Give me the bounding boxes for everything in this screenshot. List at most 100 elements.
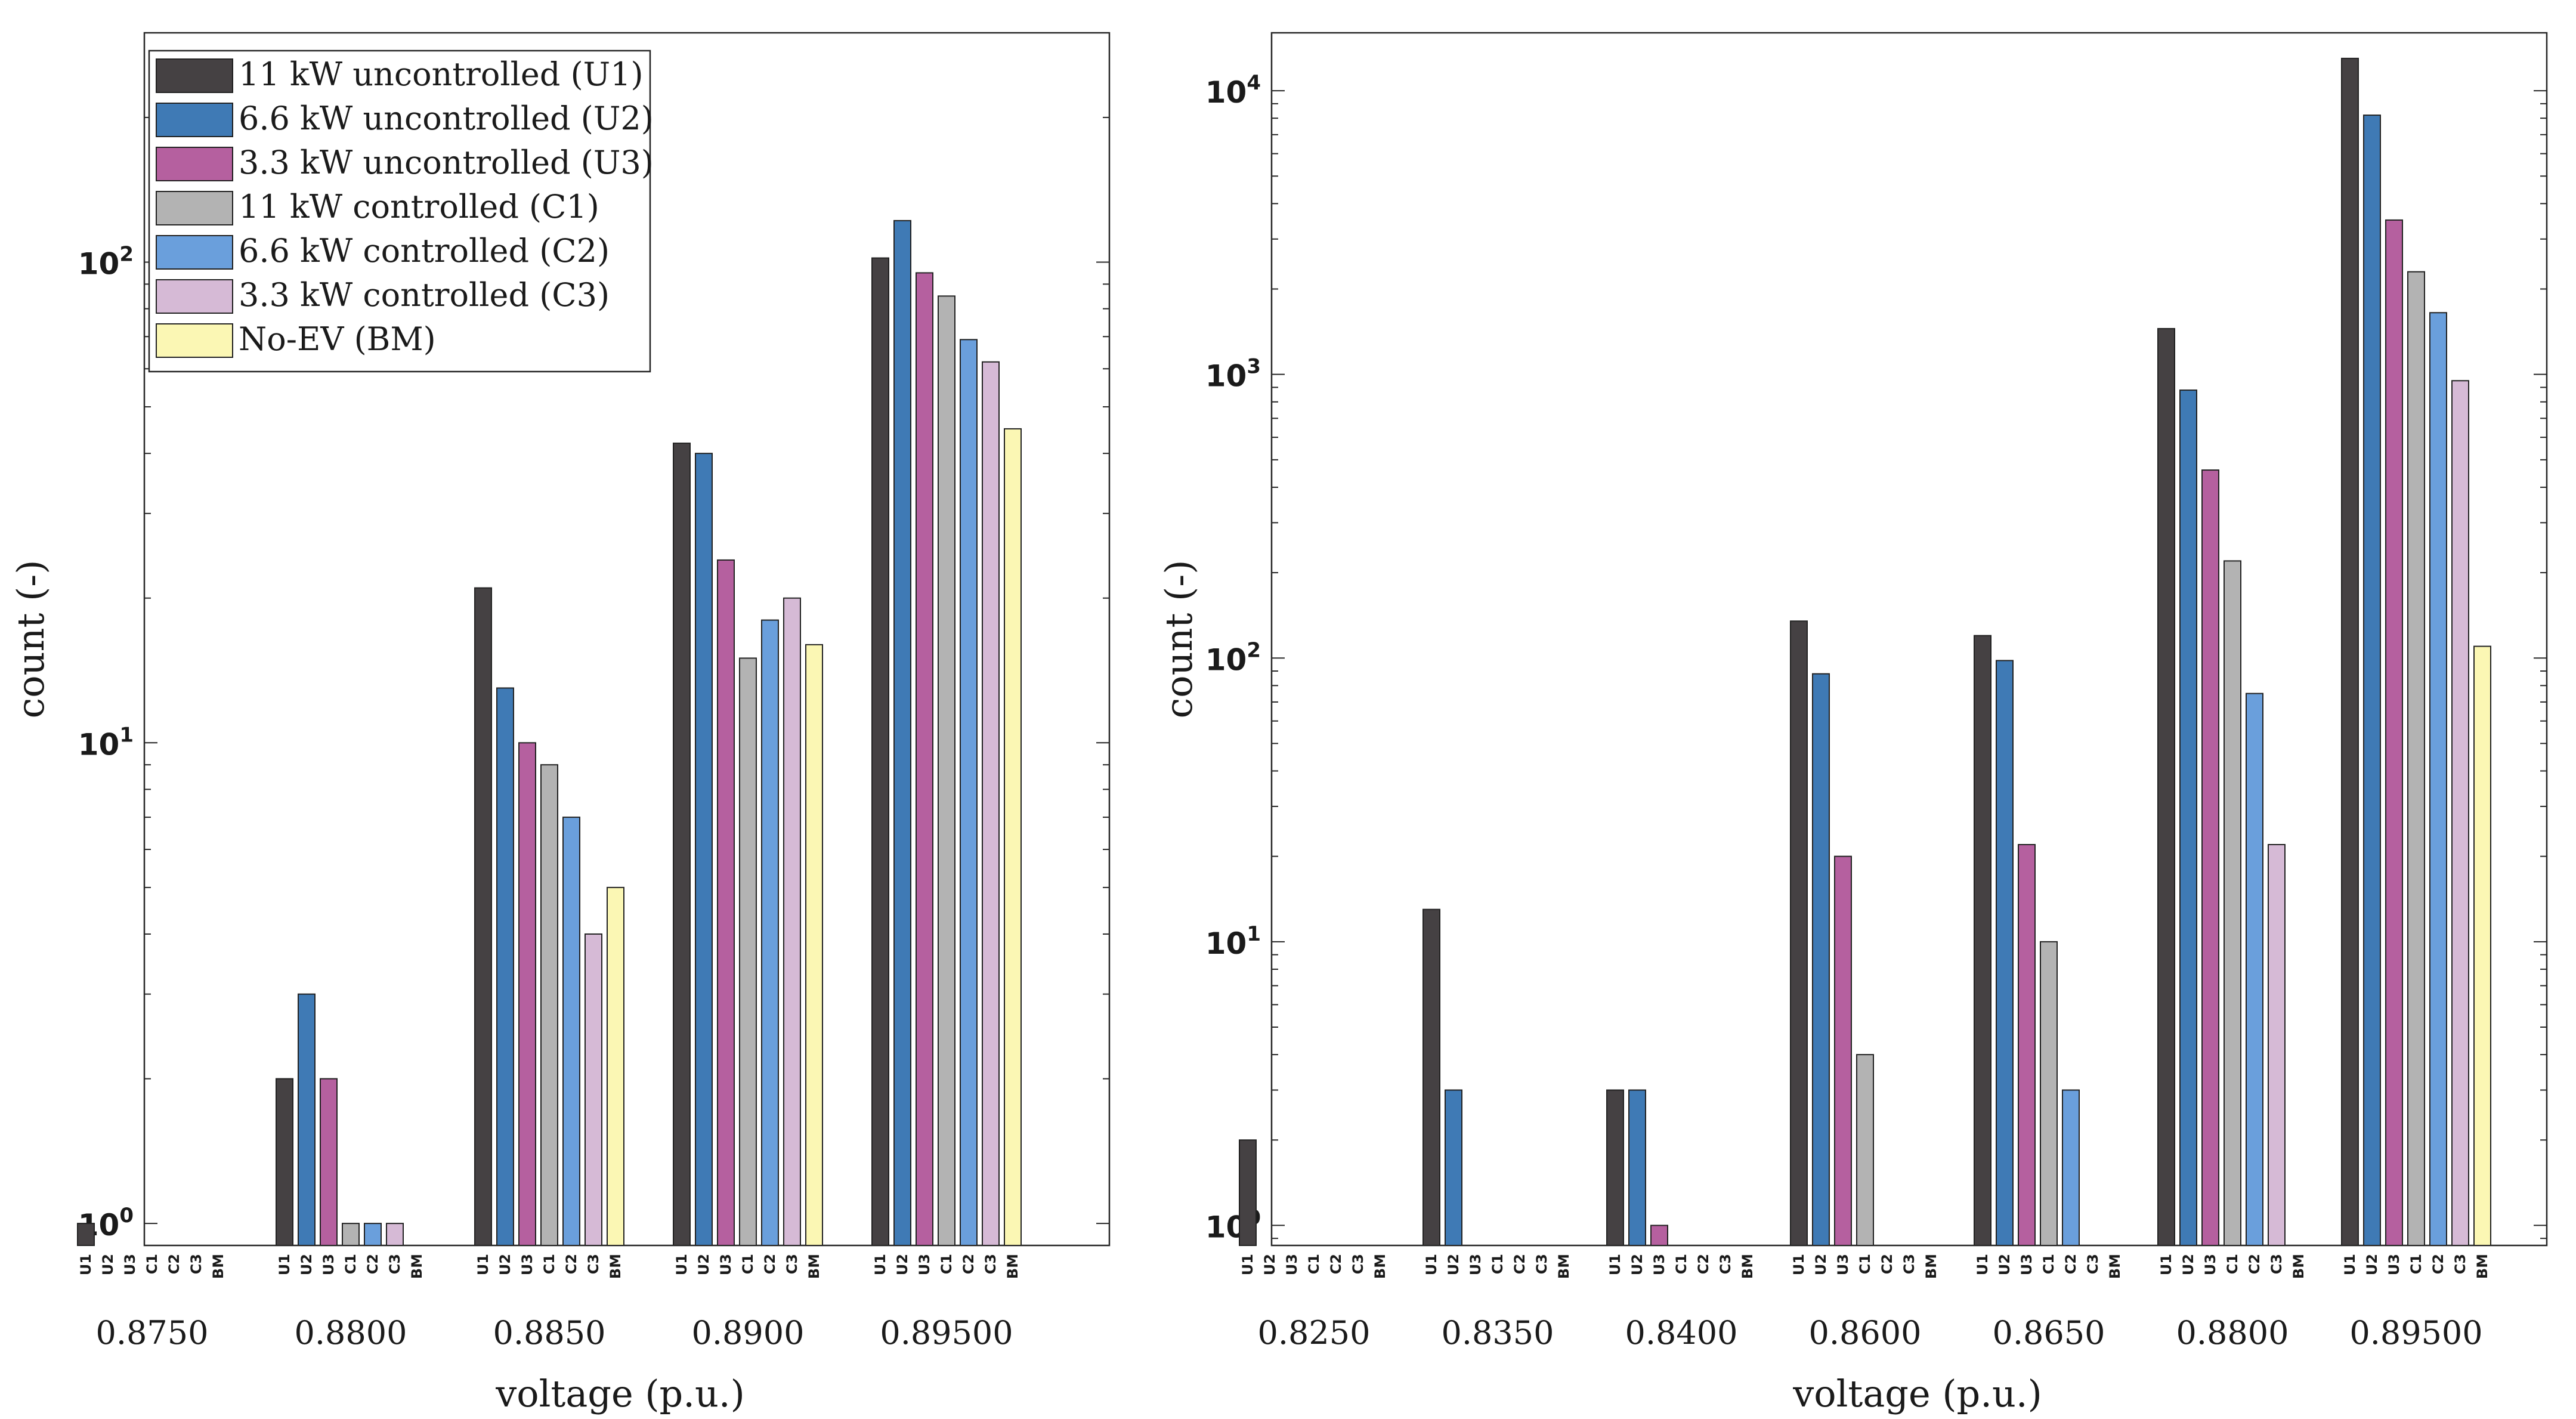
y-tick-label-base: 10 (1205, 75, 1247, 110)
legend-swatch (156, 191, 233, 225)
series-code-label: U3 (1835, 1254, 1851, 1275)
legend-swatch (156, 58, 233, 93)
y-tick-label-exponent: 1 (1247, 922, 1261, 946)
bar (1856, 1054, 1874, 1247)
legend-label: 6.6 kW controlled (C2) (239, 232, 610, 270)
bar (960, 339, 978, 1247)
series-code-label: U2 (1996, 1254, 2013, 1275)
legend-swatch (156, 235, 233, 270)
series-code-label: C3 (2452, 1254, 2469, 1274)
legend-swatch (156, 323, 233, 358)
series-code-label: U2 (100, 1254, 116, 1275)
series-code-label: U3 (2018, 1254, 2035, 1275)
plot-area-frame (143, 32, 1111, 1247)
series-code-label: C1 (1673, 1254, 1690, 1274)
bar (1239, 1139, 1257, 1247)
series-code-label: BM (1739, 1254, 1756, 1279)
bar (916, 272, 933, 1246)
y-tick-label-exponent: 2 (1247, 638, 1261, 662)
series-code-label: BM (210, 1254, 227, 1279)
series-code-label: C1 (1489, 1254, 1506, 1274)
bar (1834, 855, 1852, 1246)
series-code-label: C2 (2062, 1254, 2079, 1274)
series-code-label: U2 (497, 1254, 514, 1275)
legend-swatch (156, 279, 233, 314)
series-code-label: C2 (1511, 1254, 1528, 1274)
legend-swatch (156, 147, 233, 181)
y-tick-label-base: 10 (78, 727, 120, 762)
series-code-label: C1 (144, 1254, 160, 1274)
series-code-label: BM (1923, 1254, 1940, 1279)
series-code-label: BM (1556, 1254, 1572, 1279)
series-code-label: C1 (740, 1254, 756, 1274)
bar (1004, 428, 1022, 1246)
series-code-label: C3 (585, 1254, 602, 1274)
series-code-label: U3 (916, 1254, 933, 1275)
bar (2473, 645, 2491, 1246)
y-tick-label-exponent: 2 (119, 242, 134, 266)
bar (474, 587, 492, 1246)
bar (77, 1223, 95, 1246)
series-code-label: BM (607, 1254, 624, 1279)
bar (938, 295, 955, 1246)
series-code-label: C2 (1879, 1254, 1895, 1274)
series-code-label: C1 (2224, 1254, 2241, 1274)
series-code-label: U3 (1651, 1254, 1668, 1275)
series-code-label: U1 (1423, 1254, 1440, 1275)
series-code-label: C1 (342, 1254, 359, 1274)
bar (1996, 660, 2014, 1246)
y-tick-label: 102 (78, 242, 134, 281)
series-code-label: C2 (2246, 1254, 2263, 1274)
series-code-label: C2 (364, 1254, 381, 1274)
category-label: 0.8600 (1809, 1314, 1922, 1352)
series-code-label: C2 (563, 1254, 580, 1274)
series-code-label: U3 (2386, 1254, 2402, 1275)
bar (1445, 1089, 1462, 1247)
series-code-label: C1 (541, 1254, 558, 1274)
series-code-label: U3 (1467, 1254, 1484, 1275)
category-label: 0.8650 (1993, 1314, 2105, 1352)
series-code-label: C1 (1857, 1254, 1873, 1274)
bar (2201, 469, 2219, 1246)
category-label: 0.8250 (1258, 1314, 1371, 1352)
chart-right-panel: 100101102103104U1U2U3C1C2C3BM0.8250U1U2U… (1157, 32, 2548, 1415)
series-code-label: C2 (1328, 1254, 1344, 1274)
series-code-label: C2 (2430, 1254, 2447, 1274)
category-label: 0.8350 (1442, 1314, 1554, 1352)
bar (2062, 1089, 2080, 1247)
series-code-label: U2 (2364, 1254, 2380, 1275)
series-code-label: C3 (982, 1254, 999, 1274)
bar (673, 443, 691, 1246)
series-code-label: C2 (166, 1254, 183, 1274)
bar (717, 559, 735, 1246)
category-label: 0.89500 (2349, 1314, 2482, 1352)
series-code-label: U2 (2180, 1254, 2197, 1275)
y-tick-label: 101 (1205, 922, 1261, 961)
series-code-label: U1 (78, 1254, 94, 1275)
series-code-label: BM (1372, 1254, 1388, 1279)
bar (320, 1078, 338, 1246)
series-code-label: U2 (695, 1254, 712, 1275)
y-tick-label-base: 10 (78, 246, 120, 281)
series-code-label: BM (806, 1254, 822, 1279)
bar (1790, 620, 1808, 1246)
series-code-label: U1 (673, 1254, 690, 1275)
series-code-label: C3 (1901, 1254, 1918, 1274)
bar (2407, 271, 2425, 1246)
bar (1422, 908, 1440, 1246)
y-tick-label-base: 10 (1205, 642, 1247, 677)
series-code-label: BM (2290, 1254, 2307, 1279)
bar (607, 886, 624, 1247)
series-code-label: C3 (1350, 1254, 1366, 1274)
bar (2341, 57, 2359, 1247)
series-code-label: C2 (1695, 1254, 1712, 1274)
bar (585, 933, 602, 1246)
y-tick-label-exponent: 3 (1247, 355, 1261, 379)
series-code-label: U1 (1974, 1254, 1991, 1275)
series-code-label: C1 (2408, 1254, 2425, 1274)
series-code-label: U1 (1607, 1254, 1623, 1275)
category-label: 0.8800 (295, 1314, 407, 1352)
bar (540, 764, 558, 1247)
legend-label: 11 kW uncontrolled (U1) (239, 55, 644, 93)
bar (805, 644, 823, 1246)
